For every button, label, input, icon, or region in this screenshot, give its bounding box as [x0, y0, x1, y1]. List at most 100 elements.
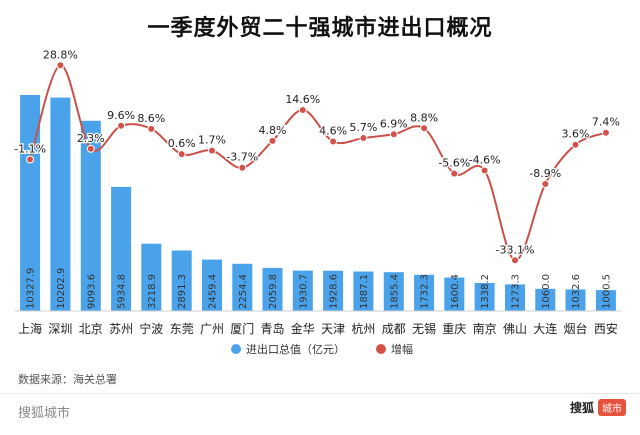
x-tick-label: 大连 — [533, 321, 557, 336]
bar — [383, 272, 404, 311]
bar-value-label: 2459.4 — [208, 274, 219, 309]
legend: 进出口总值（亿元） 增幅 — [231, 342, 413, 356]
bar — [292, 270, 313, 311]
growth-value-label: 5.7% — [349, 121, 377, 134]
x-tick-label: 苏州 — [109, 322, 133, 336]
bar-value-label: 1273.3 — [511, 274, 522, 309]
x-tick-label: 上海 — [18, 321, 42, 336]
growth-value-label: -3.7% — [226, 151, 258, 164]
x-tick-label: 重庆 — [442, 322, 466, 336]
bar — [565, 289, 586, 311]
growth-marker — [147, 124, 156, 133]
growth-value-label: 4.8% — [259, 124, 287, 137]
line-layer: -1.1% 28.8% 2.3%9.6% 8.6%0.6% 1.7%-3.7% 4.8% 1… — [13, 47, 621, 265]
x-tick-label: 杭州 — [351, 321, 375, 336]
bar-value-label: 1032.6 — [571, 274, 582, 309]
growth-marker — [571, 140, 580, 149]
bar-value-label: 10327.9 — [26, 268, 37, 309]
bar-value-label: 1887.1 — [359, 274, 370, 309]
legend-line-swatch — [376, 344, 386, 354]
bar — [262, 267, 283, 311]
x-tick-label: 宁波 — [139, 321, 163, 336]
legend-bar-swatch — [231, 344, 241, 354]
source-note: 数据来源：海关总署 — [18, 373, 117, 386]
x-tick-label: 南京 — [473, 321, 497, 336]
growth-marker — [329, 137, 338, 146]
growth-marker — [208, 146, 216, 155]
bar — [444, 277, 465, 311]
growth-marker — [389, 130, 398, 139]
bar-value-label: 1928.6 — [329, 274, 340, 309]
x-tick-label: 金华 — [291, 321, 315, 336]
x-axis: 上海 深圳 北京 苏州 宁波 东莞 广州 厦门 青岛 金华 天津 杭州 成都 无锡 重庆 南京 佛山 大连 烟台 西安 — [15, 310, 621, 336]
bar — [353, 271, 374, 311]
growth-marker — [420, 124, 429, 133]
growth-value-label: 7.4% — [592, 116, 620, 129]
chart-title: 一季度外贸二十强城市进出口概况 — [147, 16, 493, 41]
x-tick-label: 厦门 — [230, 321, 254, 336]
bar-value-label: 9093.6 — [86, 274, 97, 309]
bar — [111, 186, 132, 311]
growth-value-label: 28.8% — [43, 48, 78, 61]
growth-marker — [268, 136, 277, 145]
bar-labels-layer: 10327.9 10202.9 9093.6 5934.8 3218.9 2891.3 24… — [26, 268, 613, 309]
bar — [202, 259, 222, 311]
growth-marker — [177, 150, 186, 159]
bar — [595, 290, 616, 311]
x-tick-label: 烟台 — [563, 321, 587, 336]
growth-value-label: -1.1% — [14, 143, 46, 156]
bar — [323, 270, 344, 311]
growth-value-label: 8.6% — [137, 112, 165, 125]
growth-marker — [238, 163, 247, 172]
bar-value-label: 2891.3 — [177, 274, 188, 309]
x-tick-label: 佛山 — [503, 322, 527, 336]
x-tick-label: 无锡 — [412, 321, 436, 336]
bar — [474, 283, 495, 311]
bar-value-label: 2059.8 — [268, 274, 279, 309]
bar-value-label: 3218.9 — [147, 274, 158, 309]
bar-value-label: 2254.4 — [238, 274, 249, 309]
growth-value-label: 1.7% — [198, 134, 226, 147]
growth-value-label: 2.3% — [77, 132, 105, 145]
x-tick-label: 深圳 — [48, 322, 72, 336]
chart: 10327.9 10202.9 9093.6 5934.8 3218.9 2891.3 24… — [13, 47, 621, 356]
x-tick-label: 西安 — [594, 321, 618, 336]
brand-label: 搜狐城市 — [18, 406, 71, 421]
growth-value-label: 3.6% — [562, 128, 590, 141]
legend-line-label: 增幅 — [391, 342, 413, 356]
growth-value-label: -4.6% — [469, 154, 501, 167]
growth-marker — [298, 106, 307, 114]
bar — [414, 274, 435, 311]
bar-value-label: 1338.2 — [480, 274, 491, 309]
growth-marker — [117, 121, 126, 130]
bars-layer — [20, 95, 616, 311]
growth-value-label: 14.6% — [285, 93, 320, 106]
legend-bar-label: 进出口总值（亿元） — [246, 342, 345, 356]
bar — [80, 120, 101, 311]
bar — [505, 284, 525, 311]
x-tick-label: 青岛 — [260, 321, 284, 336]
growth-marker — [56, 61, 65, 70]
bar-value-label: 1000.5 — [601, 274, 612, 309]
x-tick-label: 广州 — [200, 322, 224, 336]
growth-value-label: -8.9% — [529, 167, 561, 180]
bar — [535, 288, 556, 311]
growth-marker — [86, 144, 95, 153]
bar-value-label: 5934.8 — [117, 274, 128, 309]
growth-value-label: -5.6% — [438, 157, 470, 170]
growth-marker — [511, 256, 519, 265]
bar — [232, 263, 253, 311]
growth-marker — [450, 169, 459, 178]
growth-value-label: 4.6% — [319, 125, 347, 138]
growth-marker — [26, 155, 35, 164]
x-tick-label: 成都 — [382, 322, 406, 336]
bar-value-label: 1060.0 — [541, 274, 552, 309]
growth-value-label: 9.6% — [107, 109, 135, 122]
bar — [171, 250, 192, 311]
x-tick-label: 东莞 — [170, 322, 194, 336]
x-tick-label: 北京 — [79, 322, 103, 336]
bar-value-label: 1732.3 — [420, 274, 431, 309]
bar-value-label: 1600.4 — [450, 274, 461, 309]
growth-marker — [359, 134, 368, 142]
growth-marker — [601, 128, 610, 137]
